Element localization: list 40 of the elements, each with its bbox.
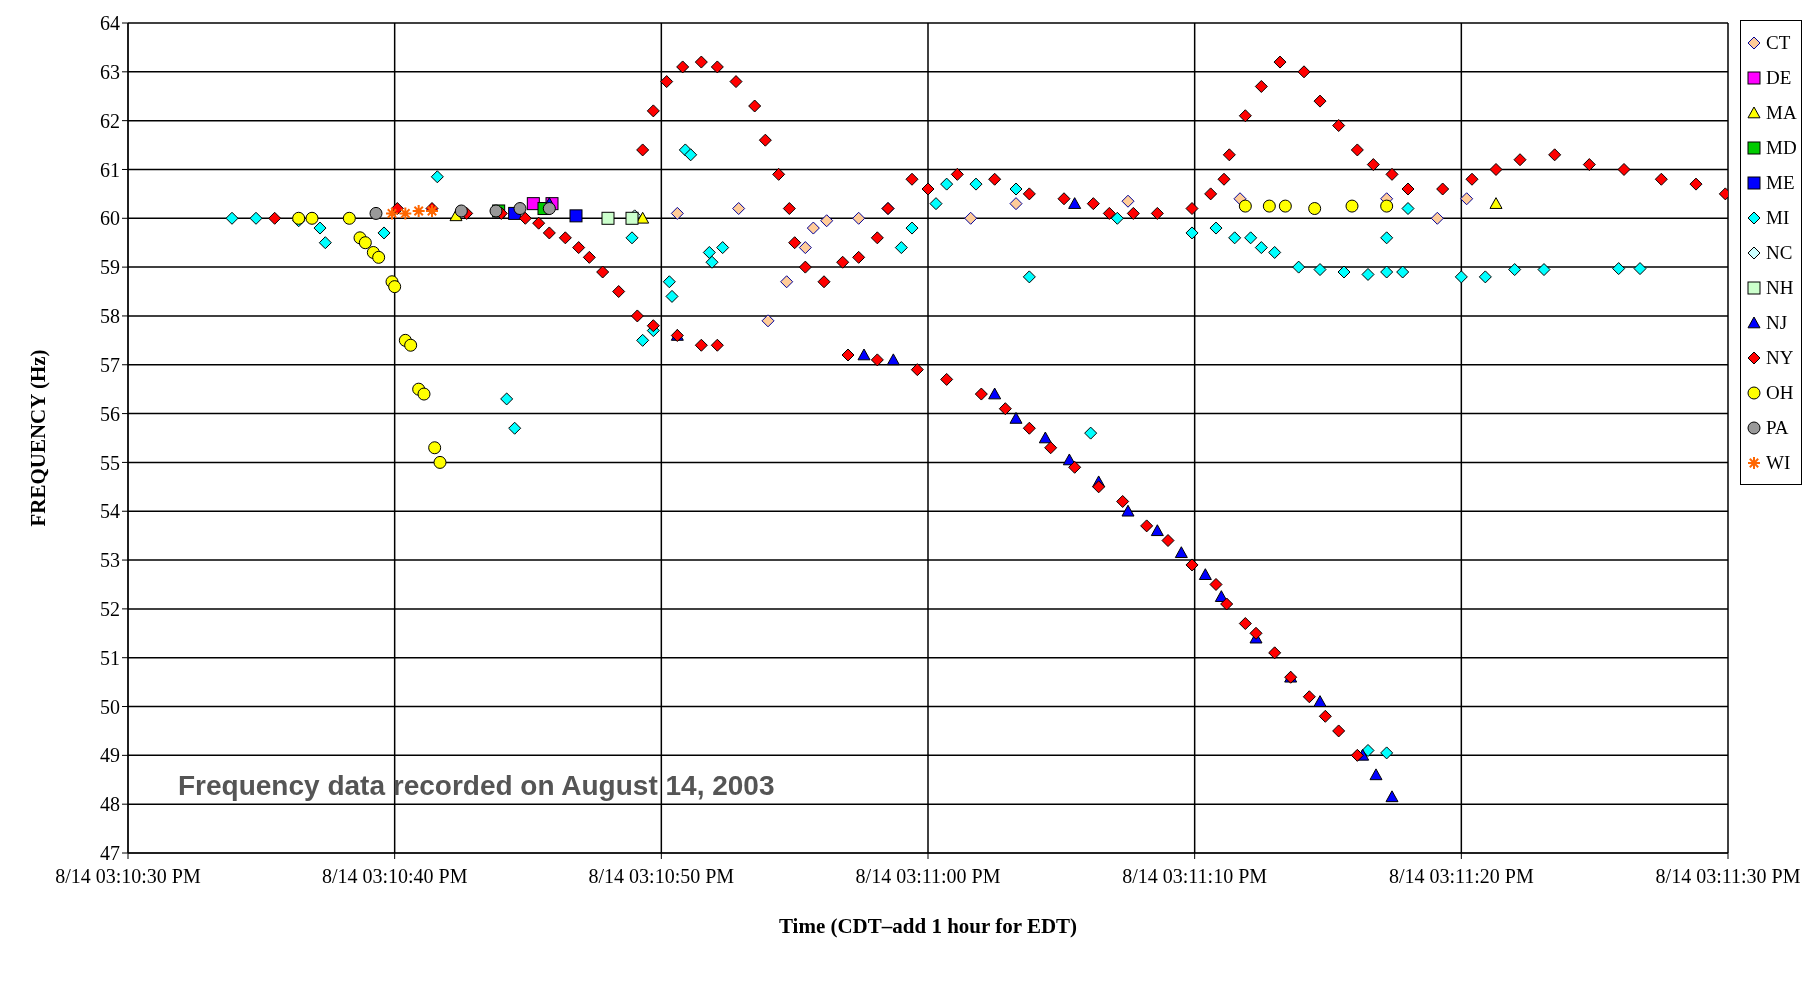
legend-label: NJ [1766, 311, 1788, 334]
legend-label: ME [1766, 171, 1795, 194]
y-tick-label: 62 [100, 109, 120, 132]
x-tick-label: 8/14 03:10:50 PM [588, 865, 735, 888]
y-tick-label: 48 [100, 793, 120, 816]
legend-label: OH [1766, 381, 1794, 404]
legend-label: WI [1766, 451, 1791, 474]
y-tick-label: 47 [100, 842, 120, 865]
legend-label: PA [1766, 416, 1789, 439]
legend-label: DE [1766, 66, 1792, 89]
y-tick-label: 57 [100, 353, 120, 376]
y-tick-label: 51 [100, 646, 120, 669]
y-tick-label: 61 [100, 158, 120, 181]
legend-label: MA [1766, 101, 1797, 124]
legend-label: NC [1766, 241, 1793, 264]
y-tick-label: 49 [100, 744, 120, 767]
legend-label: MD [1766, 136, 1797, 159]
x-axis-title: Time (CDT–add 1 hour for EDT) [778, 914, 1078, 938]
y-tick-label: 59 [100, 256, 120, 279]
x-tick-label: 8/14 03:10:40 PM [321, 865, 468, 888]
y-tick-label: 56 [100, 402, 120, 425]
legend-label: CT [1766, 31, 1791, 54]
x-tick-label: 8/14 03:11:10 PM [1122, 865, 1268, 888]
y-tick-label: 52 [100, 597, 120, 620]
x-tick-label: 8/14 03:11:20 PM [1388, 865, 1534, 888]
y-tick-label: 58 [100, 305, 120, 328]
legend-label: NH [1766, 276, 1794, 299]
y-tick-label: 50 [100, 695, 120, 718]
y-tick-label: 64 [100, 12, 120, 35]
x-tick-label: 8/14 03:11:30 PM [1655, 865, 1801, 888]
x-tick-label: 8/14 03:11:00 PM [855, 865, 1001, 888]
y-tick-label: 54 [100, 500, 120, 523]
y-tick-label: 60 [100, 207, 120, 230]
legend-label: MI [1766, 206, 1790, 229]
y-tick-label: 63 [100, 60, 120, 83]
x-tick-label: 8/14 03:10:30 PM [55, 865, 201, 888]
y-axis-title: FREQUENCY (Hz) [26, 349, 51, 527]
y-tick-label: 55 [100, 451, 120, 474]
legend-label: NY [1766, 346, 1794, 369]
y-tick-label: 53 [100, 549, 120, 572]
